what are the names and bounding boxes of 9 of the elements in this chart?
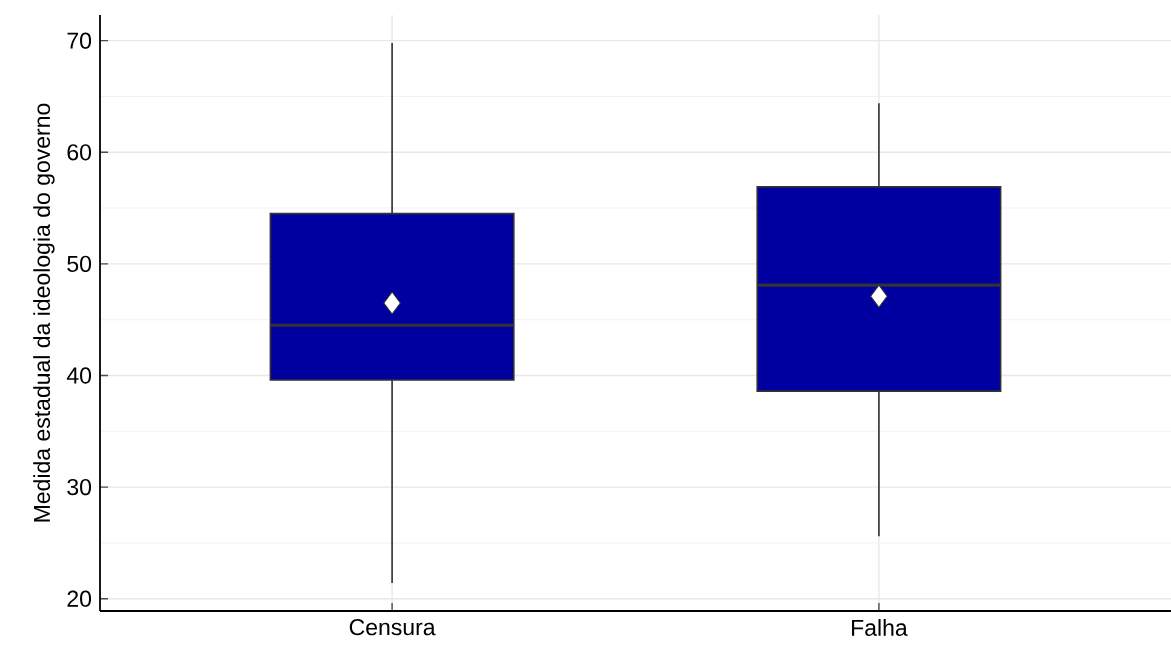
y-tick-label: 70	[67, 32, 92, 49]
y-tick-label: 20	[67, 590, 92, 607]
y-tick-label: 40	[66, 367, 92, 384]
y-tick-label: 30	[67, 478, 92, 496]
x-tick-label: Censura	[349, 619, 436, 636]
y-tick-label: 60	[67, 144, 92, 161]
y-axis-title: Medida estadual da ideologia do governo	[33, 103, 55, 522]
x-tick-label: Falha	[852, 619, 908, 636]
y-tick-label: 50	[67, 255, 92, 273]
